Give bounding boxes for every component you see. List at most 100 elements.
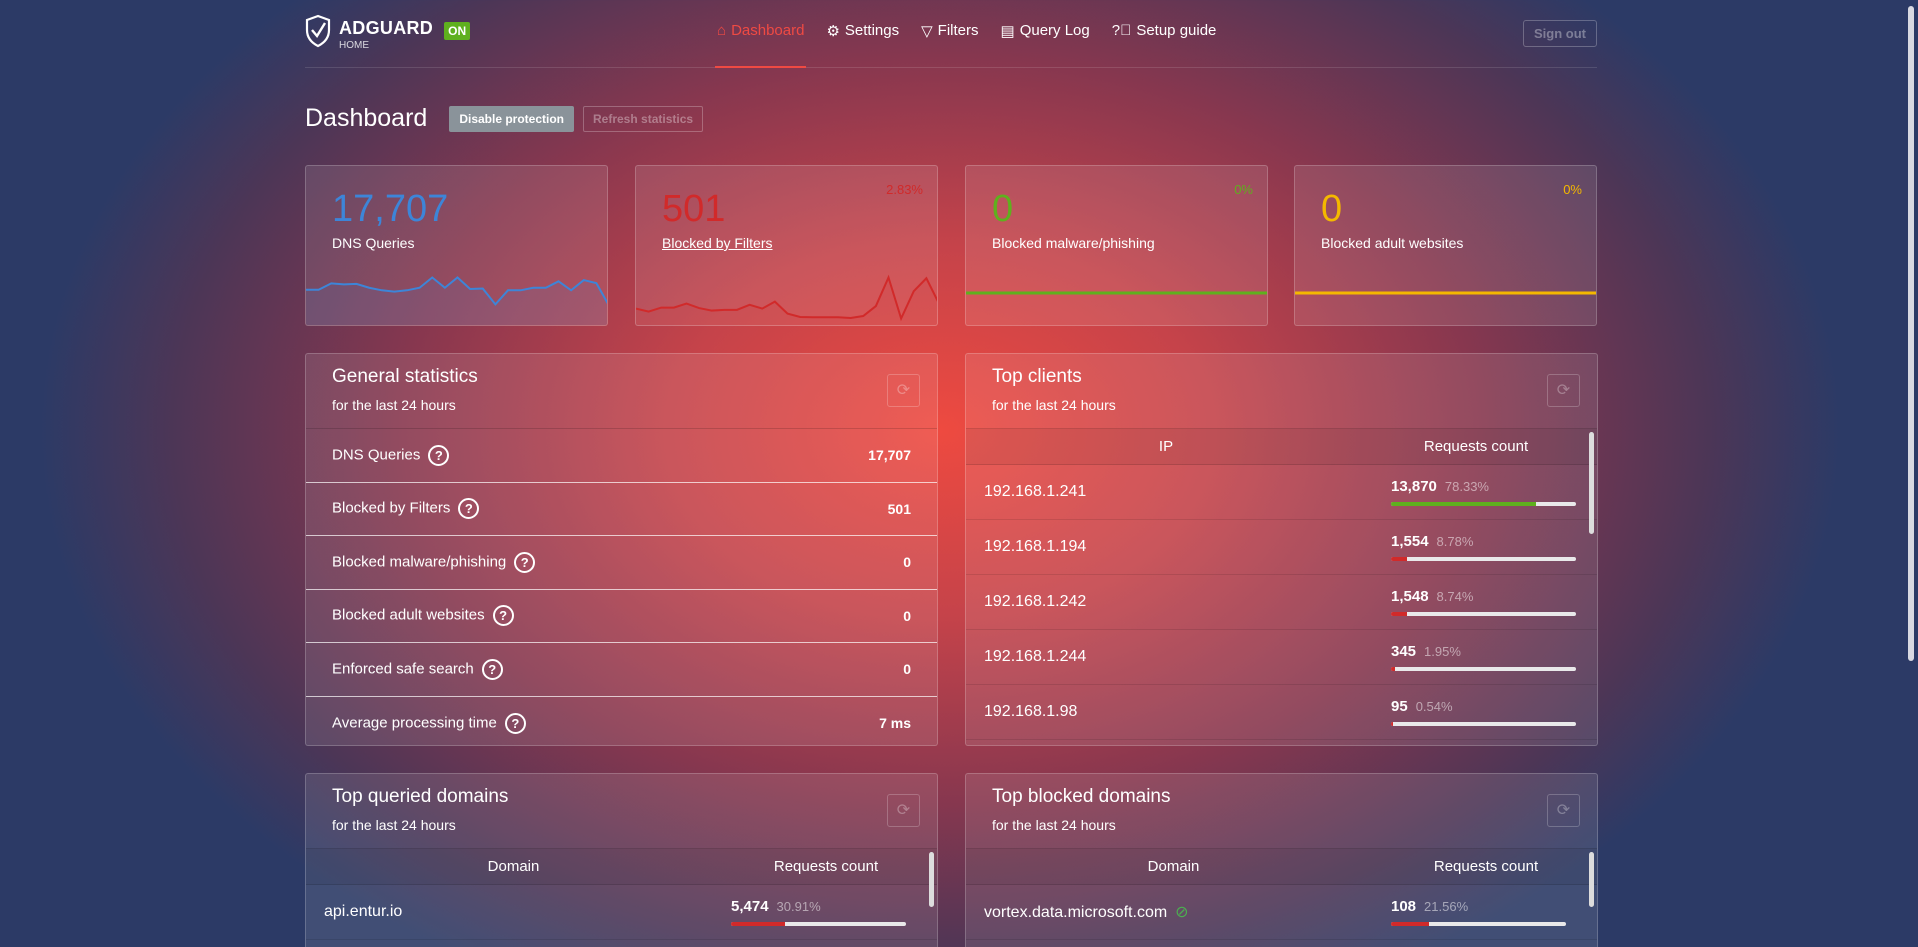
brand-name: ADGUARD <box>339 18 434 38</box>
refresh-button[interactable]: ⟳ <box>887 794 920 827</box>
percent: 21.56% <box>1424 899 1469 914</box>
top-clients-card: Top clients for the last 24 hours ⟳ IP Requ… <box>965 353 1598 746</box>
count: 1,554 <box>1391 533 1429 550</box>
column-header-domain[interactable]: Domain <box>487 858 540 875</box>
progress-fill <box>1391 557 1408 561</box>
requests-count-cell: 1,548 8.74% <box>1391 588 1576 616</box>
statistics-row: Blocked adult websites? 0 <box>306 590 937 643</box>
progress-fill <box>1391 922 1429 926</box>
sparkline <box>636 274 937 325</box>
column-header-domain[interactable]: Domain <box>1147 858 1200 875</box>
column-header-requests[interactable]: Requests count <box>1423 438 1529 455</box>
percent: 8.78% <box>1436 534 1474 549</box>
refresh-button[interactable]: ⟳ <box>1547 374 1580 407</box>
disable-protection-button[interactable]: Disable protection <box>449 105 574 132</box>
nav-query-log[interactable]: ▤ Query Log <box>1001 22 1090 68</box>
progress-fill <box>731 922 786 926</box>
statistics-row: Enforced safe search? 0 <box>306 643 937 697</box>
sparkline <box>966 291 1267 295</box>
stat-label[interactable]: Blocked by Filters <box>662 235 773 251</box>
percent: 78.33% <box>1444 479 1489 494</box>
stat-percent: 0% <box>1234 182 1253 197</box>
stat-label: Blocked adult websites <box>1321 235 1464 251</box>
row-value: 0 <box>903 661 911 678</box>
stat-percent: 0% <box>1563 182 1582 197</box>
row-cell: 192.168.1.241 <box>966 483 1391 501</box>
page-scrollbar[interactable] <box>1908 6 1914 661</box>
column-header-requests[interactable]: Requests count <box>1433 858 1539 875</box>
requests-count-cell: 108 21.56% <box>1391 898 1566 926</box>
help-icon[interactable]: ? <box>492 605 514 627</box>
row-domain[interactable]: api.entur.io <box>324 903 403 920</box>
question-icon: ?⃝ <box>1111 22 1132 39</box>
refresh-button[interactable]: ⟳ <box>887 374 920 407</box>
column-header-ip[interactable]: IP <box>1158 438 1174 455</box>
row-cell: vortex.data.microsoft.com ⊘ <box>966 902 1391 922</box>
scrollbar[interactable] <box>1589 852 1594 907</box>
requests-count-cell: 345 1.95% <box>1391 643 1576 671</box>
row-ip: 192.168.1.194 <box>984 538 1087 555</box>
stat-card: 0 Blocked malware/phishing 0% <box>965 165 1268 326</box>
count: 5,474 <box>731 898 769 915</box>
count: 95 <box>1391 698 1408 715</box>
stat-label: Blocked malware/phishing <box>992 235 1155 251</box>
stat-percent: 2.83% <box>886 182 923 197</box>
nav-dashboard[interactable]: ⌂ Dashboard <box>714 22 807 68</box>
requests-count-cell: 1,554 8.78% <box>1391 533 1576 561</box>
nav-setup-guide[interactable]: ?⃝ Setup guide <box>1112 22 1217 68</box>
help-icon[interactable]: ? <box>504 712 526 734</box>
percent: 30.91% <box>776 899 821 914</box>
nav-settings[interactable]: ⚙ Settings <box>826 22 899 68</box>
progress-bar <box>1391 612 1576 616</box>
home-icon: ⌂ <box>717 22 727 39</box>
refresh-statistics-button[interactable]: Refresh statistics <box>583 105 704 132</box>
card-title: Top queried domains <box>332 786 509 807</box>
refresh-button[interactable]: ⟳ <box>1547 794 1580 827</box>
count: 1,548 <box>1391 588 1429 605</box>
row-label: Blocked adult websites <box>332 606 485 624</box>
row-ip: 192.168.1.242 <box>984 593 1087 610</box>
row-value: 0 <box>903 554 911 571</box>
top-blocked-domains-card: Top blocked domains for the last 24 hours… <box>965 773 1598 947</box>
row-cell: 192.168.1.98 <box>966 703 1391 721</box>
eye-slash-icon[interactable]: ⊘ <box>1175 904 1189 921</box>
table-row: 192.168.1.244 345 1.95% <box>966 630 1597 685</box>
filter-icon: ▽ <box>921 23 933 40</box>
general-statistics-card: General statistics for the last 24 hours ⟳… <box>305 353 938 746</box>
count: 345 <box>1391 643 1417 660</box>
stat-card: 501 Blocked by Filters 2.83% <box>635 165 938 326</box>
row-value: 7 ms <box>879 715 911 732</box>
column-header-requests[interactable]: Requests count <box>773 858 879 875</box>
help-icon[interactable]: ? <box>514 551 536 573</box>
help-icon[interactable]: ? <box>481 658 503 680</box>
scrollbar[interactable] <box>929 852 934 907</box>
help-icon[interactable]: ? <box>428 444 450 466</box>
table-row: 192.168.1.241 13,870 78.33% <box>966 465 1597 520</box>
top-navbar: ADGUARD HOME ON ⌂ Dashboard ⚙ Settings ▽ Fil… <box>305 0 1597 68</box>
row-cell: api.entur.io <box>306 903 731 921</box>
nav-filters[interactable]: ▽ Filters <box>921 22 978 68</box>
progress-bar <box>1391 722 1576 726</box>
scrollbar[interactable] <box>1589 432 1594 534</box>
stat-value: 0 <box>992 188 1014 230</box>
shield-check-icon <box>305 14 331 48</box>
progress-fill <box>1391 667 1395 671</box>
brand-sub: HOME <box>339 40 369 51</box>
row-domain[interactable]: vortex.data.microsoft.com <box>984 904 1168 921</box>
requests-count-cell: 95 0.54% <box>1391 698 1576 726</box>
row-cell: 192.168.1.244 <box>966 648 1391 666</box>
document-icon: ▤ <box>1000 23 1015 40</box>
sign-out-button[interactable]: Sign out <box>1523 20 1597 47</box>
card-subtitle: for the last 24 hours <box>332 397 456 413</box>
row-cell: 192.168.1.194 <box>966 538 1391 556</box>
gear-icon: ⚙ <box>826 23 840 40</box>
sparkline <box>306 276 607 325</box>
card-title: Top clients <box>992 366 1082 387</box>
nav-label: Setup guide <box>1136 22 1217 39</box>
help-icon[interactable]: ? <box>458 498 480 520</box>
nav-label: Query Log <box>1019 22 1090 39</box>
logo[interactable]: ADGUARD HOME ON <box>305 14 471 51</box>
card-title: Top blocked domains <box>992 786 1171 807</box>
nav-label: Settings <box>844 22 900 39</box>
progress-bar <box>1391 667 1576 671</box>
